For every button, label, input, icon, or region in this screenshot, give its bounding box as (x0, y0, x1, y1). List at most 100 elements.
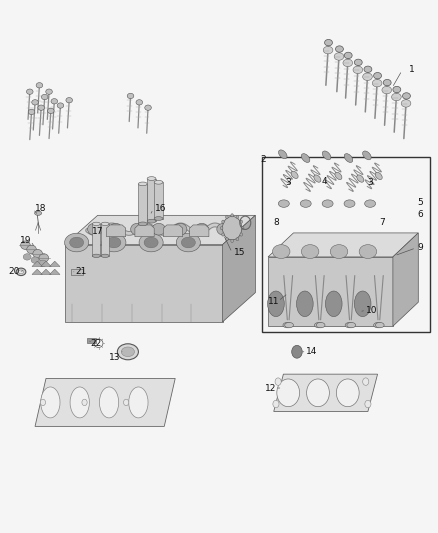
Circle shape (82, 399, 87, 406)
Ellipse shape (32, 100, 38, 105)
Text: 3: 3 (285, 178, 291, 187)
Ellipse shape (336, 46, 343, 52)
Polygon shape (274, 374, 378, 411)
Text: 12: 12 (265, 384, 276, 392)
Text: 4: 4 (321, 177, 327, 185)
Text: 9: 9 (417, 244, 424, 252)
Ellipse shape (383, 79, 391, 86)
Ellipse shape (345, 322, 354, 328)
Ellipse shape (236, 238, 239, 241)
Ellipse shape (46, 89, 53, 94)
Bar (92, 224, 100, 256)
Ellipse shape (138, 182, 147, 186)
Ellipse shape (181, 237, 195, 248)
Ellipse shape (39, 260, 47, 266)
Polygon shape (49, 269, 60, 274)
Text: 15: 15 (234, 248, 246, 257)
Ellipse shape (23, 254, 31, 260)
Ellipse shape (152, 223, 166, 235)
Ellipse shape (277, 379, 300, 407)
Ellipse shape (240, 233, 243, 236)
Polygon shape (223, 215, 255, 322)
Ellipse shape (301, 154, 310, 163)
Ellipse shape (231, 214, 233, 217)
Polygon shape (35, 378, 175, 426)
Ellipse shape (403, 93, 410, 99)
Text: 10: 10 (366, 306, 377, 314)
Ellipse shape (375, 322, 384, 328)
Ellipse shape (344, 154, 353, 163)
Ellipse shape (109, 223, 122, 235)
Ellipse shape (92, 254, 100, 257)
Text: 8: 8 (273, 218, 279, 227)
Ellipse shape (88, 223, 101, 235)
Ellipse shape (147, 220, 156, 223)
Ellipse shape (222, 220, 224, 223)
Ellipse shape (27, 245, 36, 254)
Polygon shape (49, 261, 60, 266)
Text: 22: 22 (91, 340, 102, 348)
Bar (87, 338, 96, 343)
Ellipse shape (343, 59, 353, 67)
Ellipse shape (307, 379, 329, 407)
Ellipse shape (18, 270, 24, 274)
Ellipse shape (33, 249, 42, 258)
Ellipse shape (344, 52, 352, 59)
Ellipse shape (357, 175, 364, 182)
Ellipse shape (374, 72, 381, 79)
Ellipse shape (21, 241, 30, 249)
Ellipse shape (41, 387, 60, 418)
Ellipse shape (154, 217, 163, 221)
Ellipse shape (136, 100, 142, 105)
Text: 7: 7 (379, 218, 385, 227)
Ellipse shape (374, 322, 382, 328)
Ellipse shape (195, 223, 208, 235)
Ellipse shape (226, 215, 228, 219)
Bar (154, 182, 163, 219)
Circle shape (365, 400, 371, 408)
Ellipse shape (375, 172, 382, 180)
Ellipse shape (41, 94, 48, 100)
Ellipse shape (27, 89, 33, 94)
Ellipse shape (70, 237, 84, 248)
Ellipse shape (272, 245, 290, 259)
Polygon shape (135, 225, 154, 237)
Ellipse shape (354, 59, 362, 66)
Polygon shape (106, 225, 126, 237)
Polygon shape (268, 233, 418, 257)
Text: 21: 21 (75, 268, 87, 276)
Ellipse shape (101, 254, 109, 257)
Ellipse shape (359, 245, 377, 259)
Ellipse shape (217, 223, 230, 235)
Ellipse shape (35, 211, 42, 215)
Ellipse shape (301, 245, 319, 259)
Ellipse shape (344, 200, 355, 207)
Text: 18: 18 (35, 205, 46, 213)
Ellipse shape (28, 109, 35, 115)
Ellipse shape (92, 222, 100, 225)
Ellipse shape (382, 86, 392, 94)
Ellipse shape (393, 86, 401, 93)
Polygon shape (65, 245, 223, 322)
Ellipse shape (51, 99, 57, 104)
Ellipse shape (364, 200, 376, 207)
Ellipse shape (401, 100, 411, 107)
Ellipse shape (129, 387, 148, 418)
Ellipse shape (107, 237, 121, 248)
Text: 14: 14 (306, 348, 318, 356)
Text: 5: 5 (417, 198, 424, 207)
Ellipse shape (121, 347, 134, 357)
Ellipse shape (39, 254, 49, 262)
Circle shape (40, 399, 46, 406)
Text: 13: 13 (109, 353, 120, 361)
Bar (147, 179, 156, 221)
Ellipse shape (226, 238, 228, 241)
Ellipse shape (117, 344, 138, 360)
Bar (262, 157, 430, 332)
Ellipse shape (36, 83, 42, 88)
Ellipse shape (127, 93, 134, 99)
Polygon shape (32, 269, 42, 274)
Bar (138, 184, 147, 224)
Ellipse shape (31, 257, 39, 263)
Ellipse shape (285, 322, 293, 328)
